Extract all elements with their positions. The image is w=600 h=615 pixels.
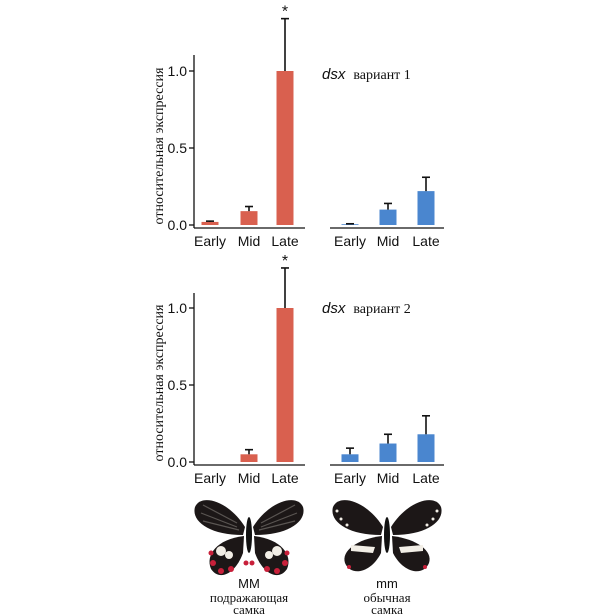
bar-late: [276, 71, 294, 225]
y-tick-label: 0.0: [168, 217, 188, 233]
x-tick-label: Late: [412, 470, 439, 486]
y-tick-label: 1.0: [168, 300, 188, 316]
y-axis-label: относительная экспрессия: [152, 67, 167, 224]
bar-late: [417, 191, 435, 225]
x-tick-label: Mid: [238, 233, 261, 249]
x-tick-label: Mid: [377, 233, 400, 249]
mimetic-female-butterfly-icon: [194, 500, 304, 576]
variant-label: вариант 2: [353, 302, 410, 317]
non-mimetic-female-butterfly-icon: [332, 500, 442, 572]
bar-mid: [240, 211, 258, 225]
series-wt-bars: [341, 176, 435, 225]
caption-code-normal: mm: [376, 576, 398, 591]
x-tick-label: Early: [334, 470, 366, 486]
x-tick-label: Early: [334, 233, 366, 249]
bar-mid: [379, 443, 397, 462]
bar-late: [276, 308, 294, 462]
caption-line2-normal: самка: [371, 602, 403, 615]
panel-variant-1: относительная экспрессия 1.0 0.5 0.0 dsx…: [152, 4, 444, 249]
x-tick-label: Late: [271, 470, 298, 486]
x-tick-label: Mid: [377, 470, 400, 486]
panel-title: dsx вариант 1: [322, 66, 411, 83]
y-tick-label: 0.5: [168, 377, 188, 393]
gene-name: dsx: [322, 66, 346, 83]
bar-mid: [379, 209, 397, 225]
caption-line1-normal: обычная: [363, 590, 410, 605]
bar-early: [201, 221, 219, 225]
y-tick-label: 0.0: [168, 454, 188, 470]
bar-early: [341, 224, 359, 225]
bar-early: [341, 454, 359, 462]
caption-line2-mimetic: самка: [233, 602, 265, 615]
x-tick-label: Early: [194, 233, 226, 249]
panel-title: dsx вариант 2: [322, 300, 411, 317]
caption-code-mimetic: MM: [238, 576, 260, 591]
bar-mid: [240, 454, 258, 462]
y-axis-label: относительная экспрессия: [152, 304, 167, 461]
x-tick-label: Early: [194, 470, 226, 486]
series-wt-bars: [341, 414, 435, 462]
series-mm-bars: *: [201, 4, 294, 225]
x-tick-label: Late: [271, 233, 298, 249]
caption-line1-mimetic: подражающая: [210, 590, 288, 605]
significance-mark: *: [282, 253, 288, 270]
series-mm-bars: *: [240, 253, 294, 462]
variant-label: вариант 1: [353, 68, 410, 83]
bar-late: [417, 434, 435, 462]
gene-name: dsx: [322, 300, 346, 317]
y-tick-label: 1.0: [168, 63, 188, 79]
significance-mark: *: [282, 4, 288, 21]
panel-variant-2: относительная экспрессия 1.0 0.5 0.0 dsx…: [152, 253, 444, 486]
x-tick-label: Late: [412, 233, 439, 249]
x-tick-label: Mid: [238, 470, 261, 486]
y-tick-label: 0.5: [168, 140, 188, 156]
